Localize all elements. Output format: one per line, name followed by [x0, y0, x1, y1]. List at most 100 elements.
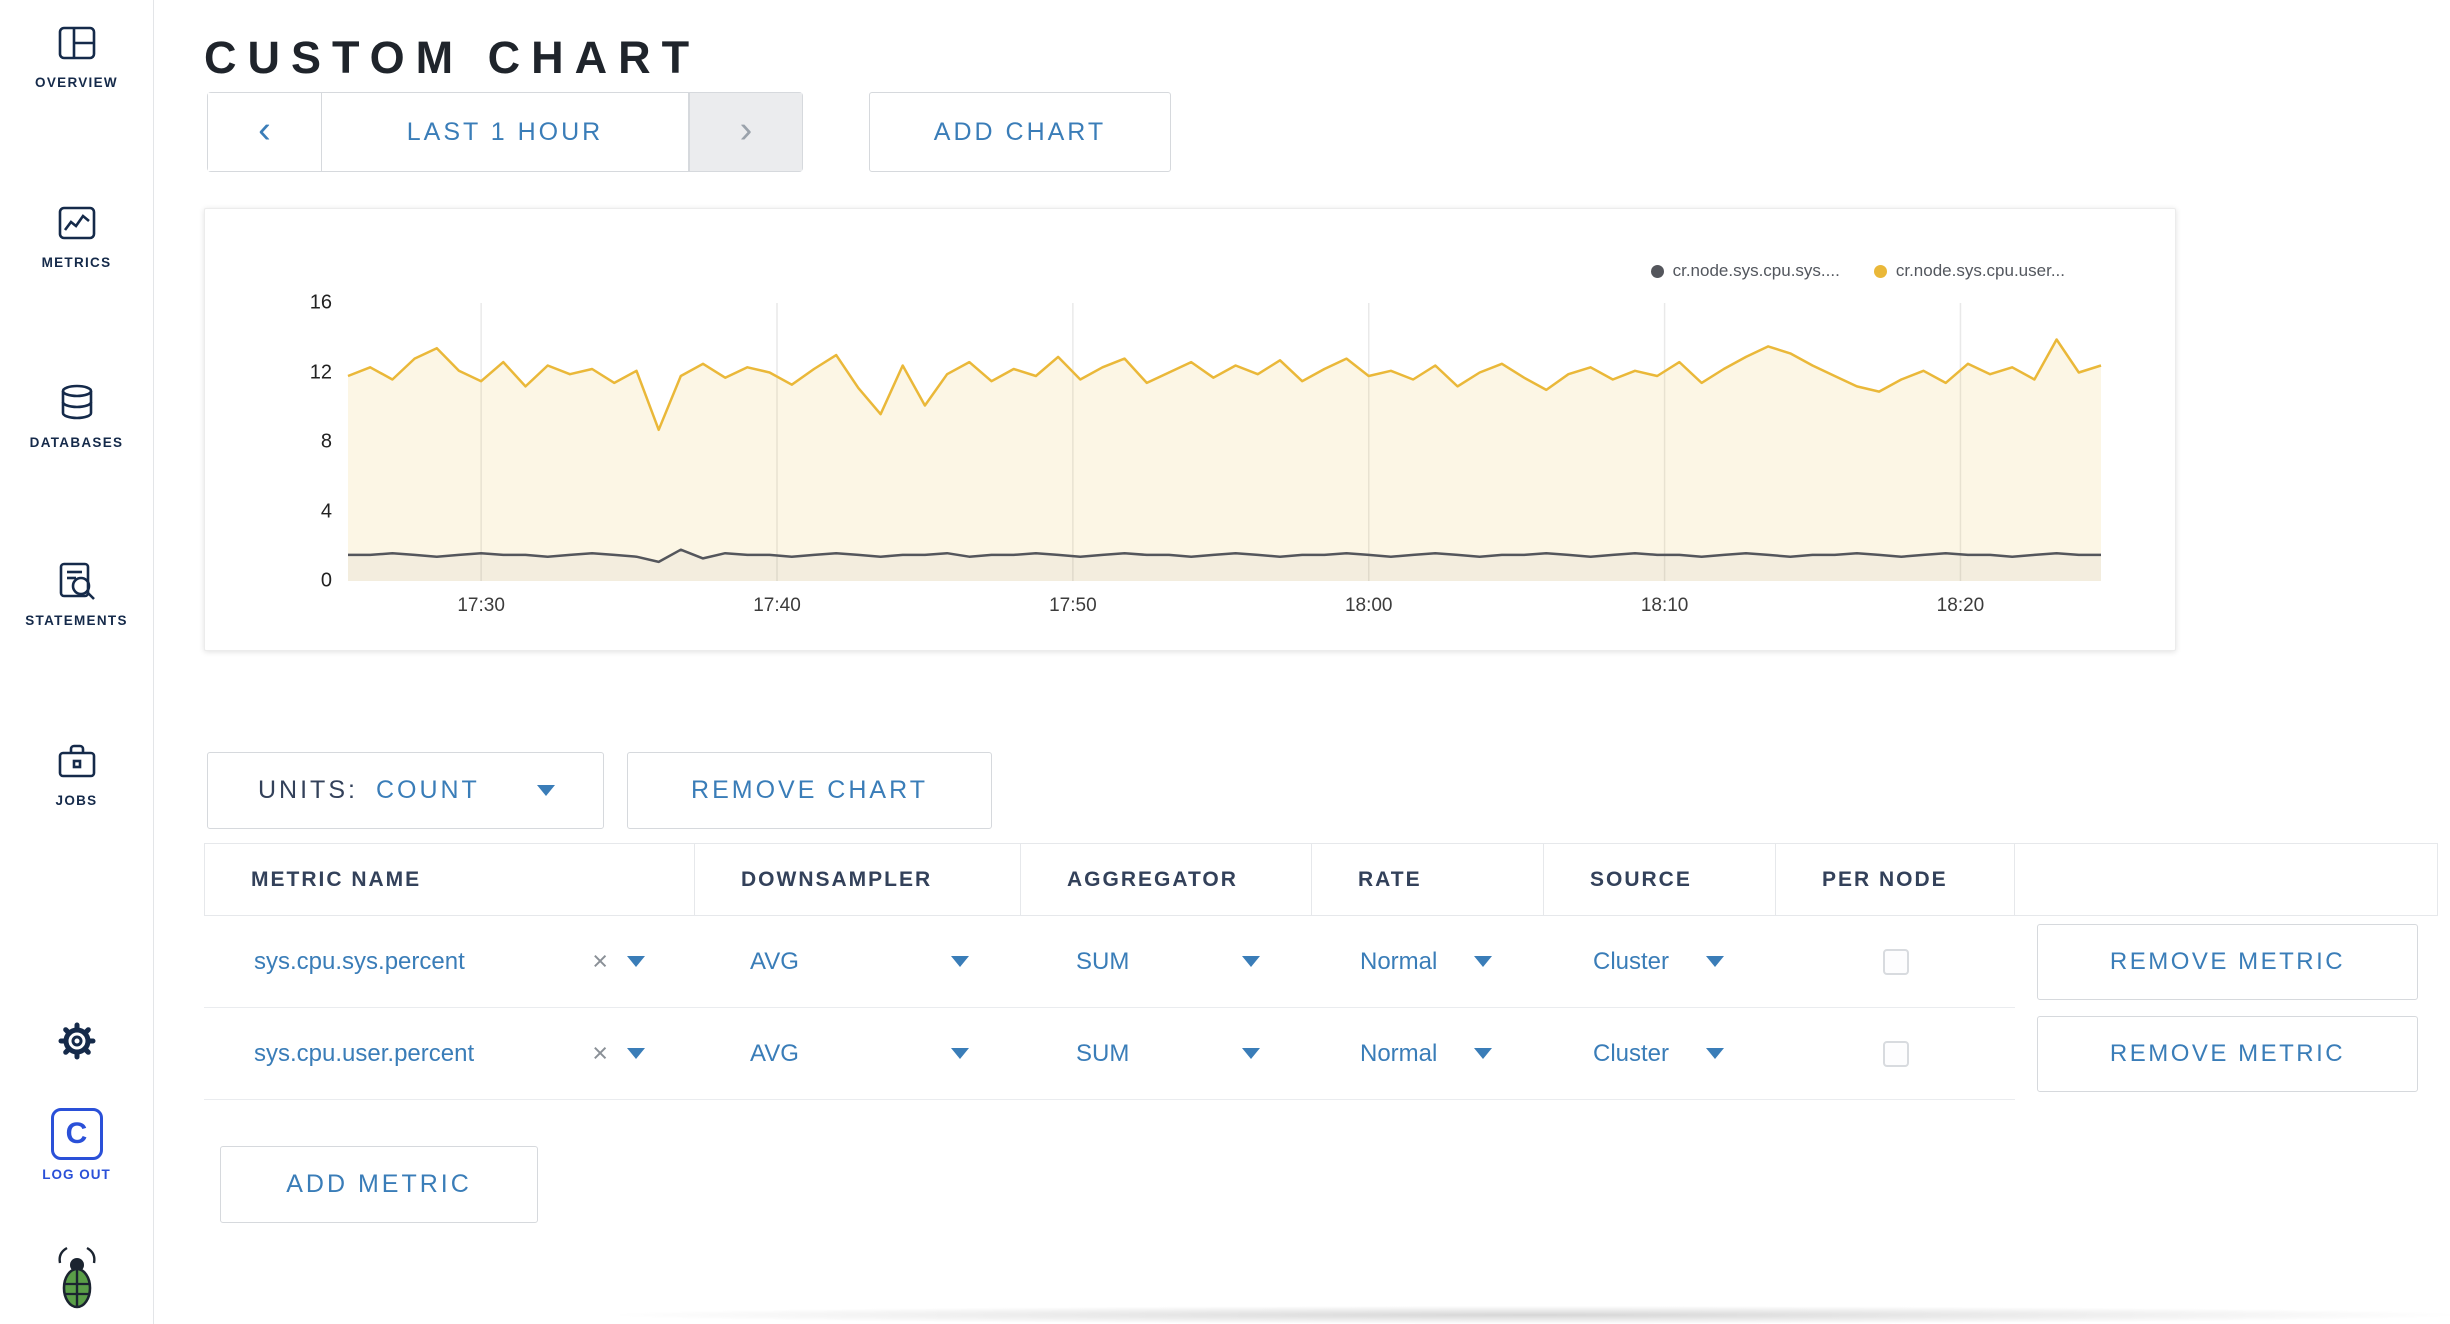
legend-dot-user	[1873, 264, 1887, 278]
legend-label: cr.node.sys.cpu.user...	[1895, 261, 2065, 280]
per-node-checkbox[interactable]	[1882, 948, 1909, 975]
rate-value: Normal	[1360, 947, 1438, 975]
aggregator-dropdown[interactable]: SUM	[1021, 916, 1312, 1008]
sidebar-item-label: OVERVIEW	[35, 75, 118, 90]
units-value: COUNT	[375, 776, 480, 804]
chevron-down-icon	[1474, 956, 1492, 967]
units-label: UNITS:	[258, 776, 358, 804]
clear-icon[interactable]: ×	[592, 1038, 608, 1068]
gear-icon	[54, 1018, 100, 1064]
time-window-next-button[interactable]: ›	[689, 92, 803, 172]
units-dropdown[interactable]: UNITS: COUNT	[207, 752, 604, 829]
chevron-down-icon	[627, 956, 645, 967]
legend-item-user: cr.node.sys.cpu.user...	[1873, 261, 2065, 281]
rate-value: Normal	[1360, 1039, 1438, 1067]
chevron-down-icon	[537, 785, 555, 796]
chart-svg	[347, 303, 2102, 581]
settings-button[interactable]	[0, 1018, 153, 1064]
metric-name: sys.cpu.sys.percent	[254, 947, 465, 975]
logout-label: LOG OUT	[42, 1167, 111, 1182]
remove-metric-button[interactable]: REMOVE METRIC	[2037, 1016, 2418, 1092]
downsampler-value: AVG	[750, 1039, 799, 1067]
logout-button[interactable]: C LOG OUT	[0, 1108, 153, 1182]
metric-name-dropdown[interactable]: sys.cpu.user.percent ×	[204, 1008, 695, 1100]
x-tick-label: 18:10	[1640, 595, 1689, 616]
statements-search-icon	[54, 558, 100, 604]
cockroach-c-logo-icon: C	[50, 1108, 103, 1160]
x-tick-label: 18:00	[1344, 595, 1393, 616]
metric-name: sys.cpu.user.percent	[254, 1039, 475, 1067]
source-value: Cluster	[1593, 947, 1670, 975]
sidebar-item-metrics[interactable]: METRICS	[0, 200, 153, 270]
y-tick-label: 12	[309, 361, 332, 383]
legend-label: cr.node.sys.cpu.sys....	[1672, 261, 1840, 280]
sidebar-item-label: JOBS	[55, 793, 98, 808]
legend-dot-sys	[1650, 264, 1664, 278]
chevron-right-icon: ›	[739, 108, 753, 151]
database-icon	[54, 380, 100, 426]
add-metric-button[interactable]: ADD METRIC	[220, 1146, 538, 1223]
time-window-selector: ‹ LAST 1 HOUR ›	[207, 92, 803, 172]
actions-cell: REMOVE METRIC	[2015, 916, 2438, 1008]
remove-metric-button[interactable]: REMOVE METRIC	[2037, 924, 2418, 1000]
x-axis-labels: 17:30 17:40 17:50 18:00 18:10 18:20	[348, 581, 2101, 623]
downsampler-dropdown[interactable]: AVG	[695, 916, 1021, 1008]
legend-item-sys: cr.node.sys.cpu.sys....	[1650, 261, 1840, 281]
header-per-node: PER NODE	[1776, 843, 2015, 916]
chevron-down-icon	[1242, 956, 1260, 967]
briefcase-icon	[54, 738, 100, 784]
remove-chart-button[interactable]: REMOVE CHART	[627, 752, 992, 829]
metric-name-dropdown[interactable]: sys.cpu.sys.percent ×	[204, 916, 695, 1008]
add-chart-button[interactable]: ADD CHART	[869, 92, 1171, 172]
x-tick-label: 17:50	[1049, 595, 1097, 616]
chart-plot-area[interactable]: 0 4 8 12 16 17:30 17:40 17:50 18:00 18:10 18:20	[310, 292, 2102, 616]
per-node-cell	[1776, 1008, 2015, 1100]
header-downsampler: DOWNSAMPLER	[695, 843, 1021, 916]
per-node-cell	[1776, 916, 2015, 1008]
sidebar-item-overview[interactable]: OVERVIEW	[0, 20, 153, 90]
y-tick-label: 16	[309, 291, 332, 314]
header-aggregator: AGGREGATOR	[1021, 843, 1312, 916]
sidebar-item-statements[interactable]: STATEMENTS	[0, 558, 153, 628]
per-node-checkbox[interactable]	[1882, 1040, 1909, 1067]
actions-cell: REMOVE METRIC	[2015, 1008, 2438, 1100]
sidebar-item-databases[interactable]: DATABASES	[0, 380, 153, 450]
header-rate: RATE	[1312, 843, 1544, 916]
downsampler-dropdown[interactable]: AVG	[695, 1008, 1021, 1100]
rate-dropdown[interactable]: Normal	[1312, 916, 1544, 1008]
sidebar-item-label: METRICS	[41, 255, 112, 270]
aggregator-value: SUM	[1076, 1039, 1130, 1067]
y-tick-label: 4	[320, 500, 332, 522]
page-title: CUSTOM CHART	[204, 32, 701, 84]
metrics-table: METRIC NAME DOWNSAMPLER AGGREGATOR RATE …	[204, 843, 2438, 1100]
chevron-down-icon	[1474, 1048, 1492, 1059]
aggregator-dropdown[interactable]: SUM	[1021, 1008, 1312, 1100]
x-tick-label: 18:20	[1936, 595, 1985, 616]
time-window-button[interactable]: LAST 1 HOUR	[321, 92, 689, 172]
chevron-down-icon	[1242, 1048, 1260, 1059]
sidebar-item-label: STATEMENTS	[25, 613, 128, 628]
chevron-down-icon	[951, 1048, 969, 1059]
source-dropdown[interactable]: Cluster	[1544, 1008, 1776, 1100]
x-tick-label: 17:30	[457, 595, 505, 616]
chevron-down-icon	[627, 1048, 645, 1059]
sidebar: OVERVIEW METRICS DATABASES STATE	[0, 0, 154, 1324]
rate-dropdown[interactable]: Normal	[1312, 1008, 1544, 1100]
y-tick-label: 0	[320, 569, 332, 592]
sidebar-item-label: DATABASES	[29, 435, 124, 450]
source-dropdown[interactable]: Cluster	[1544, 916, 1776, 1008]
aggregator-value: SUM	[1076, 947, 1130, 975]
chevron-down-icon	[1706, 956, 1724, 967]
content-bottom-shadow	[620, 1306, 2450, 1324]
chevron-left-icon: ‹	[258, 108, 271, 151]
chevron-down-icon	[1706, 1048, 1724, 1059]
clear-icon[interactable]: ×	[592, 946, 608, 976]
dashboard-icon	[54, 20, 100, 66]
time-window-prev-button[interactable]: ‹	[207, 92, 321, 172]
downsampler-value: AVG	[750, 947, 799, 975]
chevron-down-icon	[951, 956, 969, 967]
chart-card: cr.node.sys.cpu.sys.... cr.node.sys.cpu.…	[204, 208, 2176, 651]
sidebar-item-jobs[interactable]: JOBS	[0, 738, 153, 808]
y-axis-labels: 0 4 8 12 16	[260, 292, 332, 592]
source-value: Cluster	[1593, 1039, 1670, 1067]
